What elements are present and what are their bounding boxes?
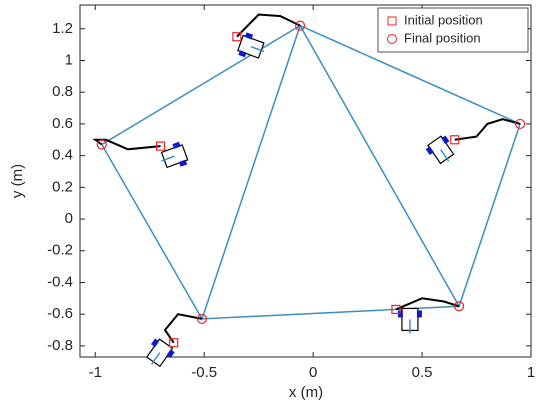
series-line [100, 24, 522, 320]
initial-marker [232, 32, 242, 42]
initial-marker [391, 304, 401, 315]
legend-box [377, 7, 529, 53]
initial-marker [450, 135, 460, 145]
robot-icon [237, 32, 265, 59]
robot-icon [160, 141, 189, 169]
y-axis-label: y (m) [9, 164, 26, 198]
robot-icon [397, 307, 422, 334]
robot-wheel [244, 32, 254, 40]
robot-wheel [425, 146, 434, 156]
robot-wheel [172, 141, 181, 149]
y-tick-label: 0 [65, 210, 73, 227]
legend-marker [387, 16, 397, 26]
legend-text: Final position [404, 30, 481, 45]
series-line [92, 138, 161, 151]
series-line [395, 297, 460, 311]
final-marker [515, 118, 526, 130]
robot-wheel [178, 159, 188, 167]
robot-wheel [238, 50, 247, 58]
y-tick-label: -0.2 [47, 242, 73, 259]
x-axis-label: x (m) [289, 384, 323, 401]
initial-marker [169, 338, 179, 348]
final-marker [96, 139, 107, 150]
series-line [236, 13, 301, 38]
robot-wheel [441, 135, 450, 145]
y-tick-label: 0.8 [52, 83, 73, 100]
robot-axis [440, 149, 450, 162]
x-tick-label: 0 [309, 364, 317, 381]
plot-frame [79, 4, 532, 358]
x-tick-label: 1 [527, 364, 535, 381]
robot-axis [151, 352, 161, 365]
final-marker [294, 20, 306, 31]
y-tick-label: 0.4 [52, 147, 73, 164]
legend-marker [387, 34, 397, 44]
y-tick-label: 1.2 [52, 20, 73, 37]
final-marker [196, 313, 208, 325]
y-tick-label: -0.4 [47, 273, 73, 290]
x-tick-label: 0.5 [412, 364, 433, 381]
series-line [454, 118, 521, 141]
robot-wheel [166, 349, 175, 358]
legend-text: Initial position [404, 12, 483, 27]
y-tick-label: 0.6 [52, 115, 73, 132]
series-line [163, 313, 203, 344]
y-tick-label: 1 [65, 51, 73, 68]
y-tick-label: -0.6 [47, 305, 73, 322]
robot-axis [161, 155, 175, 162]
robot-icon [145, 338, 175, 368]
robot-wheel [151, 338, 160, 348]
x-tick-label: -1 [89, 364, 102, 381]
robot-wheel [416, 310, 422, 318]
robot-icon [425, 135, 455, 165]
x-tick-label: -0.5 [191, 364, 217, 381]
y-tick-label: -0.8 [47, 337, 73, 354]
robot-axis [250, 46, 265, 53]
y-tick-label: 0.2 [52, 178, 73, 195]
final-marker [454, 301, 465, 312]
initial-marker [156, 141, 166, 151]
